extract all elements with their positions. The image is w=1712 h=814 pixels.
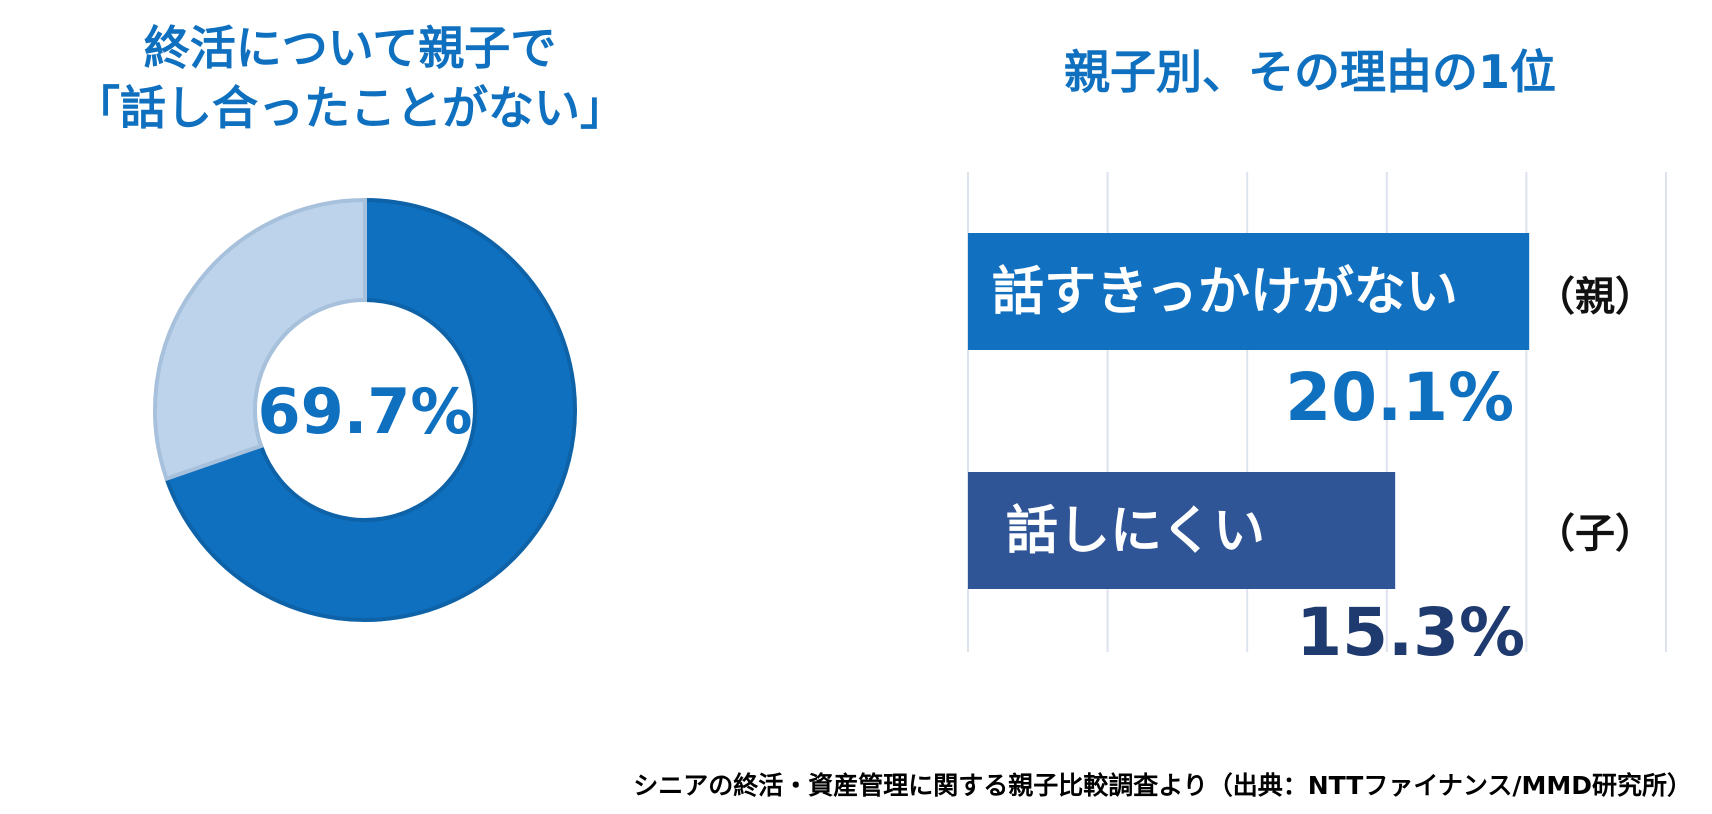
bar-value-0: 20.1% [1285,359,1514,436]
donut-title-line1: 終活について親子で [143,21,557,75]
bar-label-1: 話しにくい [1006,502,1265,562]
donut-slice-0 [163,197,577,622]
donut-title-line2: 「話し合ったことがない」 [74,81,626,135]
donut-center-label: 69.7% [257,375,472,448]
source-note: シニアの終活・資産管理に関する親子比較調査より（出典：NTTファイナンス/MMD… [633,771,1692,800]
bar-label-0: 話すきっかけがない [992,263,1458,323]
donut-slice-1 [153,197,367,482]
bar-value-1: 15.3% [1296,594,1525,671]
bar-1 [968,472,1396,589]
bar-group-1: （子） [1535,511,1655,557]
donut-chart: 69.7% [153,197,577,622]
bar-chart-title: 親子別、その理由の1位 [1063,45,1556,99]
bar-group-0: （親） [1535,274,1655,320]
bar-0 [968,233,1530,350]
donut-chart-title: 終活について親子で 「話し合ったことがない」 [0,18,700,138]
